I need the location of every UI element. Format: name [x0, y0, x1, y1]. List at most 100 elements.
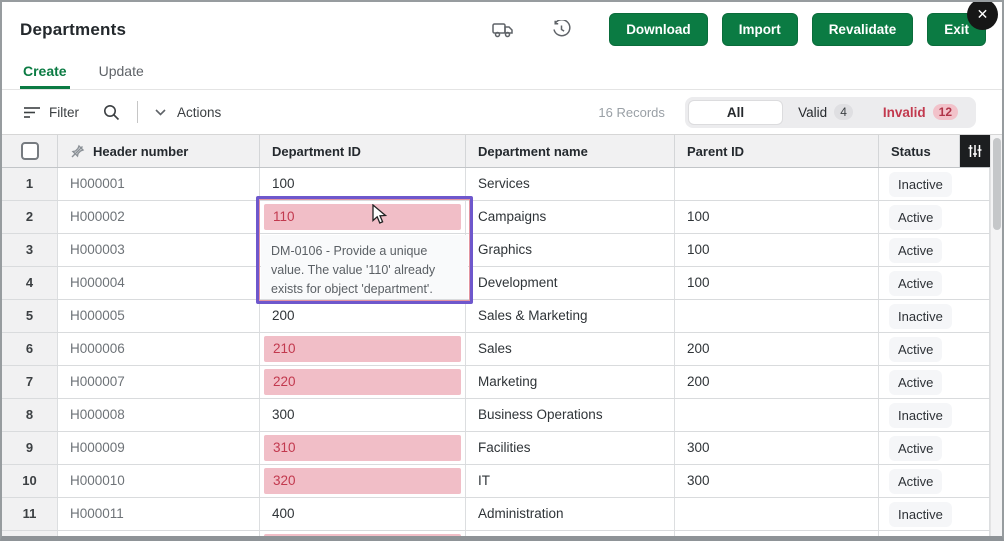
invalid-value-pill[interactable]: 320 [264, 468, 461, 494]
department-id-value[interactable]: 100 [272, 176, 295, 191]
department-id-value[interactable]: 200 [272, 308, 295, 323]
parent-id-cell[interactable] [675, 300, 879, 332]
table-row: 1 H000001 100 Services Inactive [2, 168, 1002, 201]
column-department-name[interactable]: Department name [466, 135, 675, 167]
status-badge[interactable]: Inactive [889, 402, 952, 428]
column-header-number[interactable]: Header number [58, 135, 260, 167]
header-number-cell[interactable]: H000003 [58, 234, 260, 266]
status-badge[interactable]: Inactive [889, 171, 952, 197]
scrollbar-thumb[interactable] [993, 138, 1001, 230]
row-number-cell[interactable]: 6 [2, 333, 58, 365]
department-name-cell[interactable]: Graphics [466, 234, 675, 266]
actions-label[interactable]: Actions [177, 104, 222, 120]
import-button[interactable]: Import [721, 13, 798, 46]
parent-id-cell[interactable]: 200 [675, 366, 879, 398]
parent-id-cell[interactable] [675, 531, 879, 536]
department-name-cell[interactable]: Marketing [466, 366, 675, 398]
header-number-cell[interactable]: H000002 [58, 201, 260, 233]
download-button[interactable]: Download [609, 13, 708, 46]
status-badge[interactable]: Active [889, 237, 943, 263]
parent-id-cell[interactable]: 100 [675, 234, 879, 266]
parent-id-cell[interactable]: 200 [675, 333, 879, 365]
vertical-scrollbar[interactable] [990, 135, 1002, 536]
parent-id-cell[interactable] [675, 498, 879, 530]
row-number-cell[interactable]: 10 [2, 465, 58, 497]
department-name-cell[interactable]: Services [466, 168, 675, 200]
segment-invalid[interactable]: Invalid 12 [868, 100, 973, 124]
row-number-cell[interactable]: 2 [2, 201, 58, 233]
status-cell: Active [879, 201, 990, 233]
department-name-cell[interactable]: Development [466, 267, 675, 299]
table-row: 11 H000011 400 Administration Inactive [2, 498, 1002, 531]
row-number-cell[interactable]: 9 [2, 432, 58, 464]
department-name-cell[interactable]: Campaigns [466, 201, 675, 233]
close-icon[interactable]: ✕ [967, 2, 998, 30]
row-number-cell[interactable]: 5 [2, 300, 58, 332]
row-number-cell[interactable]: 11 [2, 498, 58, 530]
chevron-down-icon[interactable] [155, 108, 166, 116]
invalid-value-pill[interactable]: 220 [264, 369, 461, 395]
parent-id-cell[interactable]: 300 [675, 465, 879, 497]
invalid-value-pill[interactable]: 210 [264, 336, 461, 362]
select-all-checkbox[interactable] [20, 142, 39, 160]
status-badge[interactable]: Active [889, 369, 943, 395]
row-number-cell[interactable]: 4 [2, 267, 58, 299]
delivery-truck-icon[interactable] [491, 18, 515, 42]
parent-id-cell[interactable] [675, 168, 879, 200]
history-icon[interactable] [549, 18, 573, 42]
column-parent-id[interactable]: Parent ID [675, 135, 879, 167]
row-number-cell[interactable]: 8 [2, 399, 58, 431]
header-number-cell[interactable]: H000008 [58, 399, 260, 431]
header-number-cell[interactable]: H000001 [58, 168, 260, 200]
status-badge[interactable]: Inactive [889, 303, 952, 329]
parent-id-cell[interactable]: 100 [675, 201, 879, 233]
toolbar-divider [137, 101, 138, 123]
search-icon[interactable] [103, 104, 120, 121]
column-department-id[interactable]: Department ID [260, 135, 466, 167]
status-badge[interactable]: Active [889, 468, 943, 494]
invalid-value-pill[interactable] [264, 534, 461, 536]
department-name-cell[interactable]: Business Operations [466, 399, 675, 431]
header-number-cell[interactable]: H000006 [58, 333, 260, 365]
department-name-cell[interactable]: Sales & Marketing [466, 300, 675, 332]
header-number-cell[interactable]: H000005 [58, 300, 260, 332]
header-number-cell[interactable]: H000011 [58, 498, 260, 530]
header-number-cell[interactable] [58, 531, 260, 536]
column-settings-button[interactable] [960, 135, 990, 167]
department-id-value[interactable]: 300 [272, 407, 295, 422]
status-badge[interactable]: Active [889, 435, 943, 461]
status-badge[interactable]: Active [889, 336, 943, 362]
row-number-cell[interactable]: 7 [2, 366, 58, 398]
records-count: 16 Records [598, 104, 665, 120]
valid-count-badge: 4 [834, 104, 853, 120]
parent-id-cell[interactable] [675, 399, 879, 431]
status-badge[interactable]: Active [889, 270, 943, 296]
department-name-cell[interactable]: Sales [466, 333, 675, 365]
status-badge[interactable]: Active [889, 204, 943, 230]
header-number-cell[interactable]: H000007 [58, 366, 260, 398]
row-number-cell[interactable]: 3 [2, 234, 58, 266]
tab-update[interactable]: Update [98, 63, 144, 79]
status-badge[interactable]: Inactive [889, 501, 952, 527]
department-id-value[interactable]: 400 [272, 506, 295, 521]
department-name-cell[interactable]: Facilities [466, 432, 675, 464]
department-name-cell[interactable] [466, 531, 675, 536]
revalidate-button[interactable]: Revalidate [811, 13, 914, 46]
header-number-cell[interactable]: H000004 [58, 267, 260, 299]
department-name-cell[interactable]: IT [466, 465, 675, 497]
department-name-cell[interactable]: Administration [466, 498, 675, 530]
filter-label[interactable]: Filter [49, 104, 79, 120]
parent-id-cell[interactable]: 100 [675, 267, 879, 299]
row-number-cell[interactable]: 1 [2, 168, 58, 200]
parent-id-cell[interactable]: 300 [675, 432, 879, 464]
row-number-cell[interactable] [2, 531, 58, 536]
tab-create[interactable]: Create [20, 57, 70, 89]
filter-icon[interactable] [24, 106, 40, 119]
invalid-value-pill[interactable]: 310 [264, 435, 461, 461]
segment-valid[interactable]: Valid 4 [783, 100, 868, 124]
header-number-cell[interactable]: H000010 [58, 465, 260, 497]
invalid-value-pill[interactable]: 110 [264, 204, 461, 230]
segment-all[interactable]: All [687, 99, 784, 125]
column-status[interactable]: Status [879, 135, 960, 167]
header-number-cell[interactable]: H000009 [58, 432, 260, 464]
